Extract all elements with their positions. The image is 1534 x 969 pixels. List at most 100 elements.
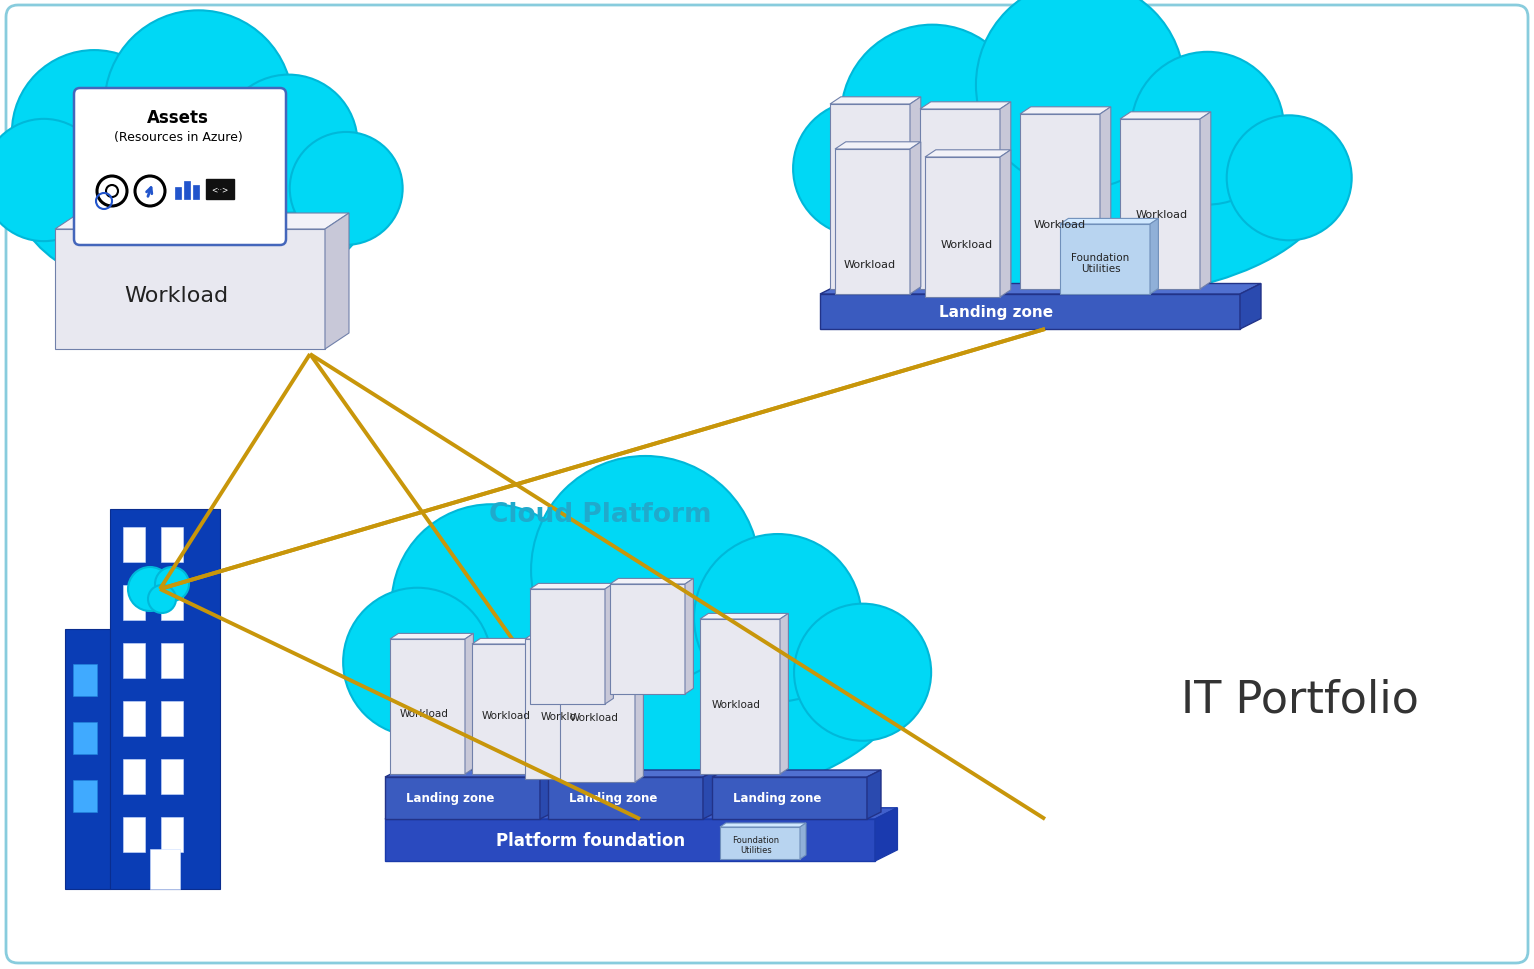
- Polygon shape: [161, 817, 183, 852]
- Polygon shape: [525, 640, 600, 779]
- Polygon shape: [193, 186, 199, 200]
- Polygon shape: [821, 295, 1239, 329]
- Text: Workload: Workload: [1034, 220, 1086, 230]
- Text: Assets: Assets: [147, 109, 209, 127]
- Circle shape: [344, 588, 492, 736]
- Circle shape: [1131, 52, 1284, 205]
- Polygon shape: [925, 150, 1011, 158]
- Polygon shape: [385, 808, 897, 819]
- Polygon shape: [123, 760, 146, 795]
- Polygon shape: [472, 639, 555, 644]
- Polygon shape: [712, 777, 867, 819]
- Text: Workload: Workload: [844, 260, 896, 269]
- Polygon shape: [55, 230, 325, 350]
- Polygon shape: [390, 640, 465, 774]
- Polygon shape: [686, 578, 693, 694]
- Polygon shape: [719, 823, 805, 828]
- Polygon shape: [920, 103, 1011, 109]
- Text: Workload: Workload: [1137, 209, 1187, 220]
- Polygon shape: [821, 284, 1261, 295]
- Polygon shape: [700, 613, 788, 619]
- Circle shape: [1227, 116, 1351, 241]
- Polygon shape: [390, 634, 474, 640]
- Text: Worklo: Worklo: [542, 711, 577, 721]
- Text: Cloud Platform: Cloud Platform: [489, 502, 712, 527]
- Text: Workload: Workload: [712, 700, 761, 709]
- Circle shape: [127, 568, 172, 611]
- Polygon shape: [74, 780, 97, 812]
- Circle shape: [219, 76, 357, 213]
- Polygon shape: [1100, 108, 1111, 290]
- Polygon shape: [700, 619, 779, 774]
- Text: IT Portfolio: IT Portfolio: [1181, 677, 1419, 721]
- Text: Workload: Workload: [399, 708, 448, 718]
- Polygon shape: [540, 770, 554, 819]
- Polygon shape: [175, 188, 181, 200]
- Polygon shape: [604, 583, 614, 704]
- Polygon shape: [560, 638, 635, 782]
- Polygon shape: [161, 760, 183, 795]
- Circle shape: [391, 505, 592, 704]
- Polygon shape: [779, 613, 788, 774]
- Circle shape: [976, 0, 1184, 190]
- Polygon shape: [830, 98, 920, 105]
- Polygon shape: [150, 849, 179, 890]
- Polygon shape: [712, 770, 881, 777]
- Ellipse shape: [15, 90, 374, 299]
- Ellipse shape: [374, 552, 905, 806]
- Polygon shape: [925, 158, 1000, 297]
- Polygon shape: [910, 142, 920, 295]
- Text: Foundation
Utilities: Foundation Utilities: [1071, 253, 1129, 274]
- Polygon shape: [123, 643, 146, 678]
- Polygon shape: [867, 770, 881, 819]
- Polygon shape: [1150, 219, 1158, 295]
- Polygon shape: [548, 777, 703, 819]
- Polygon shape: [560, 632, 643, 638]
- Polygon shape: [834, 142, 920, 150]
- Text: (Resources in Azure): (Resources in Azure): [114, 132, 242, 144]
- Polygon shape: [64, 629, 110, 890]
- Circle shape: [104, 12, 293, 200]
- Text: Landing zone: Landing zone: [939, 304, 1054, 320]
- Polygon shape: [472, 644, 548, 774]
- Polygon shape: [531, 583, 614, 589]
- Polygon shape: [531, 589, 604, 704]
- Circle shape: [795, 604, 931, 741]
- Polygon shape: [1000, 103, 1011, 290]
- Polygon shape: [611, 584, 686, 694]
- Polygon shape: [611, 578, 693, 584]
- Polygon shape: [123, 527, 146, 562]
- Circle shape: [155, 568, 189, 602]
- Polygon shape: [830, 105, 910, 290]
- FancyBboxPatch shape: [206, 180, 235, 200]
- Polygon shape: [1120, 120, 1200, 290]
- Polygon shape: [635, 632, 643, 782]
- Polygon shape: [385, 819, 874, 861]
- Polygon shape: [184, 182, 190, 200]
- Text: Platform foundation: Platform foundation: [495, 831, 686, 849]
- Polygon shape: [548, 770, 716, 777]
- Circle shape: [12, 51, 176, 215]
- Polygon shape: [123, 817, 146, 852]
- Polygon shape: [525, 634, 609, 640]
- Polygon shape: [548, 639, 555, 774]
- Polygon shape: [719, 828, 801, 860]
- Polygon shape: [834, 150, 910, 295]
- Polygon shape: [1239, 284, 1261, 329]
- Polygon shape: [123, 702, 146, 736]
- Polygon shape: [161, 527, 183, 562]
- Polygon shape: [161, 585, 183, 620]
- Polygon shape: [1000, 150, 1011, 297]
- Text: Landing zone: Landing zone: [569, 792, 657, 804]
- Polygon shape: [1060, 219, 1158, 225]
- Polygon shape: [910, 98, 920, 290]
- Polygon shape: [1020, 115, 1100, 290]
- Polygon shape: [161, 643, 183, 678]
- Polygon shape: [703, 770, 716, 819]
- Polygon shape: [1020, 108, 1111, 115]
- Circle shape: [0, 120, 104, 242]
- Polygon shape: [325, 214, 350, 350]
- Ellipse shape: [821, 69, 1330, 301]
- Polygon shape: [1060, 225, 1150, 295]
- Circle shape: [693, 535, 862, 702]
